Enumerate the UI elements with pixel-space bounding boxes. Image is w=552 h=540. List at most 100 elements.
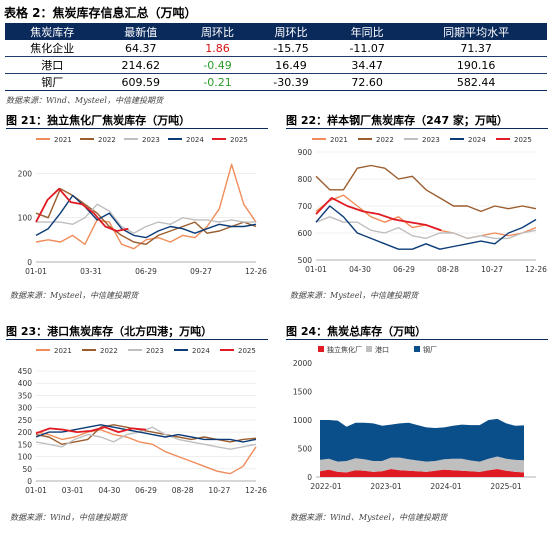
chart-21-divider: [6, 128, 268, 129]
legend-swatch: [414, 346, 420, 352]
series-line-2024: [35, 194, 257, 239]
row-wow-abs: 1.86: [182, 40, 253, 57]
y-tick-label: 2000: [293, 359, 312, 368]
chart-21-title: 图 21：独立焦化厂焦炭库存（万吨）: [6, 114, 191, 127]
x-tick-label: 01-01: [305, 265, 327, 274]
series-area-港口: [320, 456, 524, 473]
legend-swatch: [366, 346, 372, 352]
y-tick-label: 700: [298, 202, 313, 211]
row-avg: 190.16: [405, 56, 547, 74]
table-row: 焦化企业 64.37 1.86 -15.75 -11.07 71.37: [5, 40, 547, 57]
x-tick-label: 04-30: [98, 486, 120, 495]
row-name: 钢厂: [5, 73, 100, 91]
chart-24-title: 图 24：焦炭总库存（万吨）: [286, 325, 427, 338]
row-wow-pct: 16.49: [252, 56, 330, 74]
x-tick-label: 12-26: [245, 267, 267, 276]
series-line-2023: [315, 216, 537, 240]
legend-label: 2024: [468, 136, 486, 144]
chart-23-title: 图 23：港口焦炭库存（北方四港；万吨）: [6, 325, 213, 338]
series-line-2025: [315, 197, 442, 232]
y-tick-label: 0: [307, 473, 312, 482]
series-line-2021: [35, 163, 257, 250]
y-tick-label: 1000: [293, 416, 312, 425]
legend-label: 2025: [238, 347, 256, 355]
legend-label: 2024: [192, 347, 210, 355]
x-tick-label: 06-29: [393, 265, 415, 274]
header-latest: 最新值: [99, 23, 183, 40]
y-tick-label: 350: [18, 391, 33, 400]
chart-22: 2021 2022 2023 2024 2025 500 600 700 800 900 01-01…: [298, 136, 547, 274]
chart-23: 2021 2022 2023 2024 2025 0 50 100 150 200 250 300 35…: [18, 347, 267, 495]
y-tick-label: 900: [298, 148, 313, 157]
chart-24: 独立焦化厂 港口 钢厂 0 500 1000 1500 2000 2022-01 2023-01 2…: [293, 345, 536, 491]
x-tick-label: 01-01: [25, 267, 47, 276]
row-yoy: 72.60: [329, 73, 406, 91]
legend-label: 钢厂: [423, 345, 437, 354]
x-tick-label: 06-29: [135, 486, 157, 495]
x-tick-label: 12-26: [525, 265, 547, 274]
table-row: 钢厂 609.59 -0.21 -30.39 72.60 582.44: [5, 73, 547, 91]
series-line-2024: [35, 424, 257, 443]
y-tick-label: 450: [18, 367, 33, 376]
chart-21-source: 数据来源：Mysteel，中信建投期货: [10, 291, 139, 300]
series-line-2024: [315, 205, 537, 250]
x-tick-label: 04-30: [349, 265, 371, 274]
row-wow-pct: -15.75: [252, 40, 330, 57]
legend-label: 2023: [146, 347, 164, 355]
legend-label: 2023: [142, 136, 160, 144]
chart-22-divider: [286, 128, 548, 129]
y-tick-label: 250: [18, 416, 33, 425]
y-tick-label: 500: [298, 256, 313, 265]
y-tick-label: 100: [18, 453, 33, 462]
x-tick-label: 08-28: [172, 486, 194, 495]
header-avg: 同期平均水平: [405, 23, 547, 40]
x-tick-label: 06-29: [135, 267, 157, 276]
chart-23-divider: [6, 339, 268, 340]
row-name: 港口: [5, 56, 100, 74]
y-tick-label: 0: [27, 258, 32, 267]
legend-label: 2023: [422, 136, 440, 144]
y-tick-label: 50: [22, 465, 32, 474]
row-wow-pct: -30.39: [252, 73, 330, 91]
series-line-2022: [315, 164, 537, 213]
header-yoy: 年同比: [329, 23, 406, 40]
x-tick-label: 03-31: [80, 267, 102, 276]
x-tick-label: 2025-01: [490, 482, 522, 491]
row-name: 焦化企业: [5, 40, 100, 57]
row-avg: 582.44: [405, 73, 547, 91]
chart-21: 2021 2022 2023 2024 2025 0 100 200 01-01 03-31 06-…: [18, 136, 267, 276]
x-tick-label: 08-28: [437, 265, 459, 274]
header-name: 焦炭库存: [5, 23, 100, 40]
series-line-2023: [36, 203, 256, 234]
chart-24-divider: [286, 339, 548, 340]
series-line-2022: [35, 424, 257, 446]
y-tick-label: 0: [27, 477, 32, 486]
row-avg: 71.37: [405, 40, 547, 57]
y-tick-label: 200: [18, 169, 33, 178]
x-tick-label: 2023-01: [370, 482, 402, 491]
series-line-2021: [35, 428, 257, 475]
y-tick-label: 600: [298, 229, 313, 238]
table-header-row: 焦炭库存 最新值 周环比 周环比 年同比 同期平均水平: [5, 23, 547, 40]
row-latest: 609.59: [99, 73, 183, 91]
x-tick-label: 12-26: [245, 486, 267, 495]
legend-label: 2021: [330, 136, 348, 144]
chart-23-source: 数据来源：Wind，中信建投期货: [10, 513, 127, 522]
row-yoy: -11.07: [329, 40, 406, 57]
legend-label: 2024: [186, 136, 204, 144]
series-area-钢厂: [320, 418, 524, 462]
y-tick-label: 800: [298, 175, 313, 184]
header-wow-pct: 周环比: [252, 23, 330, 40]
row-wow-abs: -0.21: [182, 73, 253, 91]
x-tick-label: 10-27: [208, 486, 230, 495]
chart-22-source: 数据来源：Mysteel，中信建投期货: [290, 291, 419, 300]
x-tick-label: 09-27: [190, 267, 212, 276]
x-tick-label: 03-01: [62, 486, 84, 495]
y-tick-label: 300: [18, 404, 33, 413]
chart-22-title: 图 22：样本钢厂焦炭库存（247 家；万吨）: [286, 114, 508, 127]
y-tick-label: 500: [298, 445, 313, 454]
legend-label: 2025: [514, 136, 532, 144]
x-tick-label: 01-01: [25, 486, 47, 495]
series-area-独立焦化厂: [320, 469, 524, 477]
legend-label: 2025: [230, 136, 248, 144]
